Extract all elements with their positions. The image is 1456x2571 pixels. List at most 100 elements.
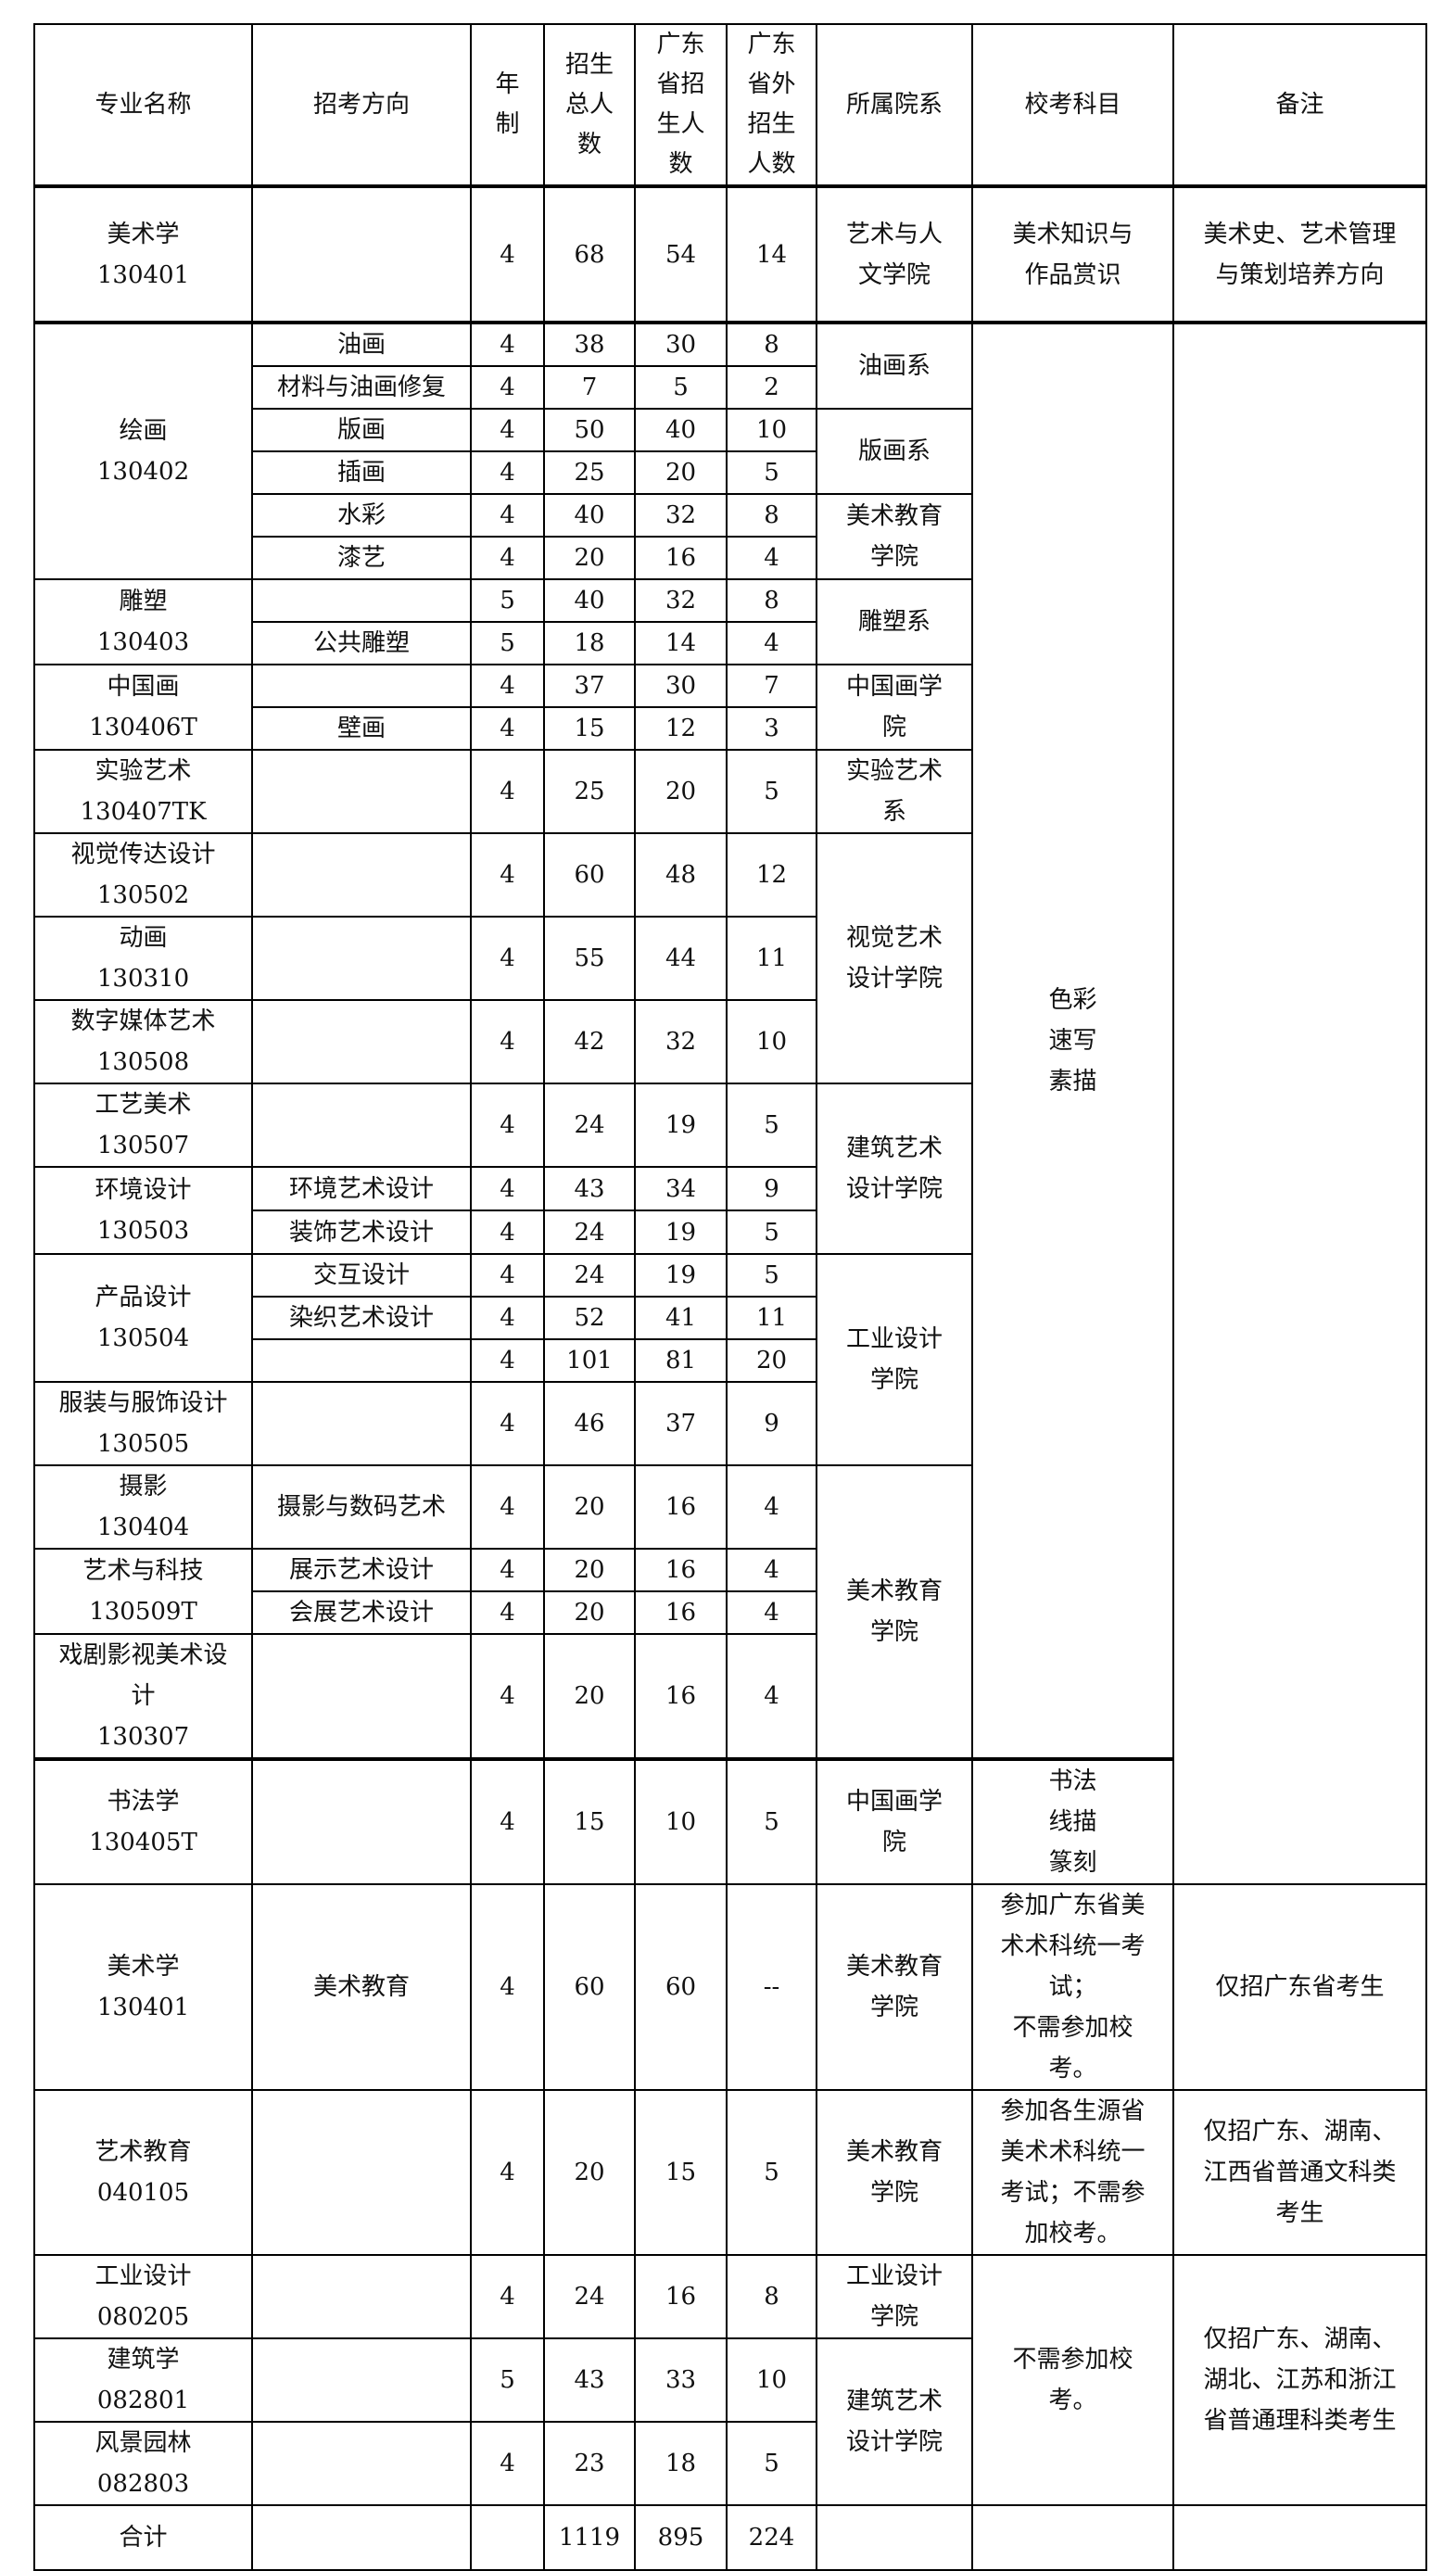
major-code: 130509T xyxy=(89,1598,197,1626)
guangdong-cell: 20 xyxy=(634,450,728,495)
major-name: 雕塑 xyxy=(119,588,168,615)
table-row: 绘画 130402 油画 4 38 30 8 油画系 色彩 速写 素描 xyxy=(33,322,1427,1885)
guangdong-cell: 16 xyxy=(634,1633,728,1760)
table-row: 中国画 130406T 4 37 30 7 中国画学 院 xyxy=(33,664,1426,751)
major-code: 082803 xyxy=(96,2470,190,2498)
years-cell: 4 xyxy=(470,1381,545,1466)
years-cell: 4 xyxy=(470,1464,545,1550)
years-cell: 4 xyxy=(470,185,545,323)
major-code: 130402 xyxy=(96,458,190,486)
header-major: 专业名称 xyxy=(33,23,253,187)
total-cell: 24 xyxy=(543,1253,636,1298)
exam-cell: 参加广东省美 术术科统一考 试； 不需参加校 考。 xyxy=(971,1883,1174,2091)
total-cell: 20 xyxy=(543,1590,636,1635)
guangdong-cell: 54 xyxy=(634,185,728,323)
total-cell: 20 xyxy=(543,536,636,580)
years-cell: 4 xyxy=(470,1166,545,1211)
total-cell: 18 xyxy=(543,621,636,665)
years-cell: 4 xyxy=(470,1253,545,1298)
total-cell: 40 xyxy=(543,578,636,623)
total-cell: 68 xyxy=(543,185,636,323)
direction-cell: 美术教育 xyxy=(251,1883,472,2091)
major-code: 130310 xyxy=(96,965,190,993)
years-cell: 5 xyxy=(470,621,545,665)
major-name: 美术学 xyxy=(107,1953,180,1981)
department-cell: 建筑艺术 设计学院 xyxy=(816,2337,973,2506)
major-name: 工艺美术 xyxy=(95,1091,192,1119)
total-out-cell: 224 xyxy=(726,2504,817,2571)
total-note-cell xyxy=(1172,2504,1427,2571)
major-cell: 工艺美术 130507 xyxy=(33,1083,253,1168)
major-name: 戏剧影视美术设 计 xyxy=(58,1641,228,1710)
direction-cell xyxy=(251,664,472,708)
years-cell: 4 xyxy=(470,2254,545,2339)
major-cell: 视觉传达设计 130502 xyxy=(33,832,253,918)
major-name: 风景园林 xyxy=(95,2429,192,2457)
outside-cell: 8 xyxy=(726,322,817,367)
outside-cell: 5 xyxy=(726,749,817,834)
guangdong-cell: 41 xyxy=(634,1296,728,1340)
guangdong-cell: 5 xyxy=(634,365,728,410)
total-cell: 20 xyxy=(543,1633,636,1760)
direction-cell xyxy=(251,185,472,323)
direction-cell xyxy=(251,749,472,834)
department-cell: 中国画学 院 xyxy=(816,1758,973,1885)
guangdong-cell: 19 xyxy=(634,1210,728,1255)
major-cell: 摄影 130404 xyxy=(33,1464,253,1550)
years-cell: 4 xyxy=(470,749,545,834)
direction-cell xyxy=(251,2337,472,2423)
major-code: 130508 xyxy=(96,1048,190,1076)
years-cell: 4 xyxy=(470,706,545,751)
exam-cell: 书法 线描 篆刻 xyxy=(971,1758,1174,1885)
guangdong-cell: 30 xyxy=(634,664,728,708)
total-gd-cell: 895 xyxy=(634,2504,728,2571)
major-name: 艺术与科技 xyxy=(82,1557,204,1585)
outside-cell: 8 xyxy=(726,578,817,623)
major-name: 服装与服饰设计 xyxy=(58,1389,228,1417)
department-cell: 视觉艺术 设计学院 xyxy=(816,832,973,1084)
years-cell: 4 xyxy=(470,2421,545,2506)
direction-cell xyxy=(251,2421,472,2506)
outside-cell: 14 xyxy=(726,185,817,323)
table-row: 数字媒体艺术 130508 4 42 32 10 xyxy=(33,999,1426,1084)
major-cell: 艺术教育 040105 xyxy=(33,2089,253,2256)
major-name: 摄影 xyxy=(119,1473,168,1501)
direction-cell: 环境艺术设计 xyxy=(251,1166,472,1211)
department-cell: 中国画学 院 xyxy=(816,664,973,751)
guangdong-cell: 48 xyxy=(634,832,728,918)
table-row: 版画 4 50 40 10 版画系 xyxy=(34,408,1426,495)
total-cell: 15 xyxy=(543,1758,636,1885)
total-cell: 55 xyxy=(543,916,636,1001)
outside-cell: 2 xyxy=(726,365,817,410)
guangdong-cell: 16 xyxy=(634,1590,728,1635)
table-row: 水彩 4 40 32 8 美术教育 学院 xyxy=(34,493,1426,580)
direction-cell xyxy=(251,1758,472,1885)
total-cell: 24 xyxy=(543,1210,636,1255)
major-cell: 中国画 130406T xyxy=(33,664,253,751)
major-code: 130405T xyxy=(89,1829,197,1856)
direction-cell xyxy=(251,832,472,918)
years-cell: 4 xyxy=(470,999,545,1084)
table-row: 美术学 130401 4 68 54 14 艺术与人 文学院 美术知识与 作品赏识 美术史、艺术… xyxy=(33,185,1427,323)
major-name: 产品设计 xyxy=(95,1284,192,1311)
direction-cell: 版画 xyxy=(251,408,472,452)
table-row: 装饰艺术设计 4 24 19 5 xyxy=(34,1210,1426,1255)
guangdong-cell: 20 xyxy=(634,749,728,834)
outside-cell: 4 xyxy=(726,536,817,580)
table-row: 公共雕塑 5 18 14 4 xyxy=(34,621,1426,665)
table-row: 风景园林 082803 4 23 18 5 xyxy=(33,2421,1426,2506)
years-cell: 4 xyxy=(470,1083,545,1168)
total-cell: 20 xyxy=(543,1548,636,1592)
table-row: 材料与油画修复 4 7 5 2 xyxy=(34,365,1426,410)
direction-cell: 油画 xyxy=(251,322,472,367)
outside-cell: 5 xyxy=(726,2089,817,2256)
major-code: 040105 xyxy=(96,2179,190,2207)
direction-cell xyxy=(251,2089,472,2256)
guangdong-cell: 10 xyxy=(634,1758,728,1885)
guangdong-cell: 44 xyxy=(634,916,728,1001)
outside-cell: 9 xyxy=(726,1166,817,1211)
direction-cell xyxy=(251,2254,472,2339)
direction-cell: 水彩 xyxy=(251,493,472,538)
total-cell: 60 xyxy=(543,832,636,918)
major-cell: 服装与服饰设计 130505 xyxy=(33,1381,253,1466)
